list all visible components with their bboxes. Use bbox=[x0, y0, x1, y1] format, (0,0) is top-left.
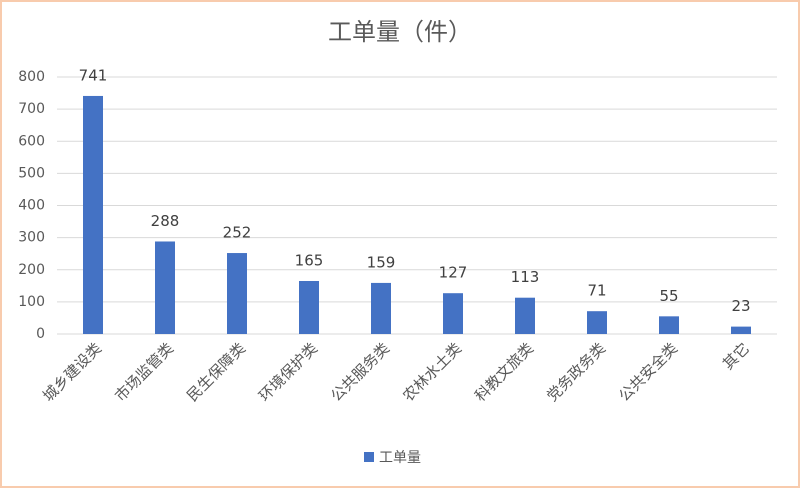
bar bbox=[731, 326, 751, 334]
data-label: 113 bbox=[511, 268, 540, 286]
y-tick-label: 500 bbox=[18, 165, 45, 181]
bar bbox=[443, 293, 463, 334]
data-label: 71 bbox=[587, 282, 606, 300]
legend-swatch bbox=[364, 452, 374, 462]
data-label: 23 bbox=[731, 297, 750, 315]
bar bbox=[659, 316, 679, 334]
bar bbox=[155, 241, 175, 334]
chart-title: 工单量（件） bbox=[328, 18, 472, 46]
y-tick-label: 700 bbox=[18, 101, 45, 117]
y-tick-label: 600 bbox=[18, 133, 45, 149]
data-label: 252 bbox=[223, 224, 252, 242]
y-tick-label: 800 bbox=[18, 69, 45, 85]
legend-label: 工单量 bbox=[379, 450, 421, 466]
bar bbox=[587, 311, 607, 334]
data-label: 127 bbox=[439, 264, 468, 282]
data-label: 55 bbox=[659, 287, 678, 305]
data-label: 159 bbox=[367, 253, 396, 271]
bar bbox=[299, 280, 319, 334]
bar bbox=[371, 282, 391, 334]
y-tick-label: 0 bbox=[36, 326, 45, 342]
bar bbox=[227, 253, 247, 334]
bar bbox=[515, 297, 535, 334]
y-tick-label: 100 bbox=[18, 294, 45, 310]
bar bbox=[83, 95, 103, 334]
data-label: 288 bbox=[151, 212, 180, 230]
data-label: 741 bbox=[79, 66, 108, 84]
y-tick-label: 200 bbox=[18, 262, 45, 278]
y-tick-label: 400 bbox=[18, 198, 45, 214]
y-tick-label: 300 bbox=[18, 230, 45, 246]
data-label: 165 bbox=[295, 251, 324, 269]
